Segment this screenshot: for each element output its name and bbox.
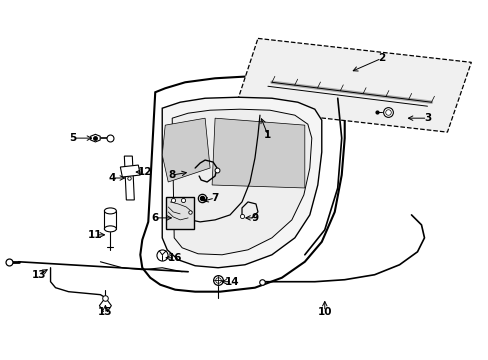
Bar bbox=[166, 197, 194, 229]
Text: 1: 1 bbox=[264, 130, 271, 140]
Text: 8: 8 bbox=[168, 170, 176, 180]
Polygon shape bbox=[120, 165, 140, 177]
Text: 9: 9 bbox=[251, 213, 258, 223]
Text: 13: 13 bbox=[31, 270, 46, 280]
Polygon shape bbox=[162, 118, 210, 182]
Polygon shape bbox=[162, 97, 321, 268]
Text: 15: 15 bbox=[98, 307, 112, 317]
Text: 10: 10 bbox=[317, 307, 331, 317]
Text: 11: 11 bbox=[88, 230, 102, 240]
Polygon shape bbox=[212, 118, 304, 188]
Bar bbox=[104, 211, 116, 229]
Text: 4: 4 bbox=[108, 173, 116, 183]
Ellipse shape bbox=[104, 208, 116, 214]
Polygon shape bbox=[235, 39, 470, 132]
Text: 12: 12 bbox=[138, 167, 152, 177]
Text: 7: 7 bbox=[211, 193, 218, 203]
Text: 14: 14 bbox=[224, 277, 239, 287]
Text: 3: 3 bbox=[423, 113, 430, 123]
Polygon shape bbox=[90, 134, 100, 142]
Polygon shape bbox=[172, 109, 311, 255]
Text: 6: 6 bbox=[151, 213, 159, 223]
Text: 2: 2 bbox=[377, 53, 385, 63]
Polygon shape bbox=[140, 76, 344, 292]
Text: 16: 16 bbox=[167, 253, 182, 263]
Text: 5: 5 bbox=[69, 133, 76, 143]
Polygon shape bbox=[124, 156, 134, 200]
Ellipse shape bbox=[104, 226, 116, 232]
